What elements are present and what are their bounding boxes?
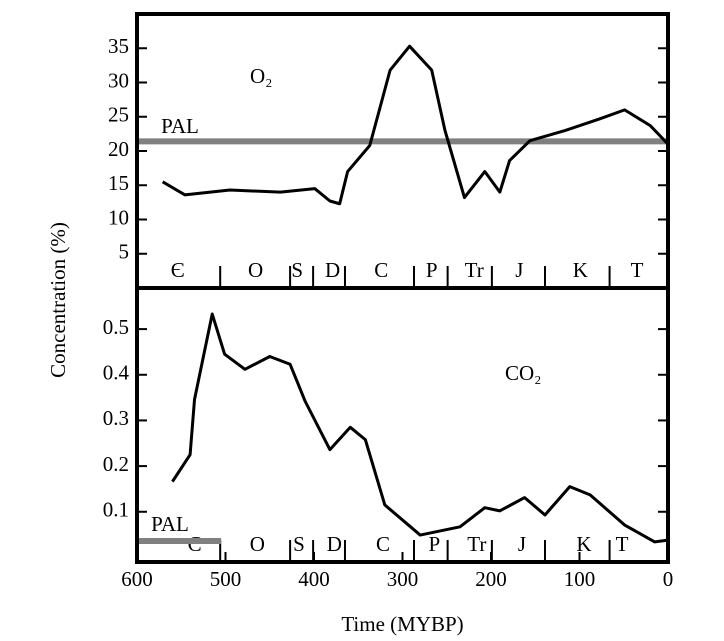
series-label: O₂ (250, 64, 273, 88)
period-label: O (248, 258, 263, 282)
x-tick-label: 0 (663, 567, 674, 591)
y-tick-label: 0.5 (103, 315, 129, 339)
x-tick-label: 100 (564, 567, 596, 591)
period-label: T (631, 258, 644, 282)
y-tick-label: 0.4 (103, 361, 130, 385)
period-label: S (293, 532, 305, 556)
y-tick-label: 35 (108, 34, 129, 58)
period-label: J (515, 258, 523, 282)
period-label: J (518, 532, 526, 556)
y-tick-label: 15 (108, 171, 129, 195)
x-tick-label: 600 (121, 567, 153, 591)
x-axis-label: Time (MYBP) (341, 612, 463, 636)
series-label: CO₂ (505, 361, 542, 385)
y-tick-label: 5 (119, 240, 130, 264)
period-label: C (376, 532, 390, 556)
period-label: P (429, 532, 441, 556)
reference-label: PAL (161, 114, 199, 138)
y-tick-label: 0.1 (103, 498, 129, 522)
period-label: O (250, 532, 265, 556)
data-line (161, 44, 670, 206)
period-label: Tr (467, 532, 486, 556)
period-label: K (573, 258, 588, 282)
y-tick-label: 10 (108, 205, 129, 229)
period-label: Tr (465, 258, 484, 282)
period-label: K (576, 532, 591, 556)
x-tick-label: 300 (387, 567, 419, 591)
x-tick-label: 400 (298, 567, 330, 591)
period-label: Є (171, 258, 185, 282)
panel-frame (135, 286, 670, 564)
reference-label: PAL (151, 512, 189, 536)
y-tick-label: 25 (108, 103, 129, 127)
period-label: S (291, 258, 303, 282)
y-tick-label: 0.3 (103, 406, 129, 430)
period-label: D (327, 532, 342, 556)
y-axis-label: Concentration (%) (46, 222, 70, 378)
x-tick-label: 200 (475, 567, 507, 591)
data-line (171, 312, 669, 544)
x-tick-label: 500 (210, 567, 242, 591)
y-tick-label: 30 (108, 68, 129, 92)
period-label: P (426, 258, 438, 282)
period-label: C (374, 258, 388, 282)
period-label: T (616, 532, 629, 556)
y-tick-label: 0.2 (103, 452, 129, 476)
period-label: D (325, 258, 340, 282)
y-tick-label: 20 (108, 137, 129, 161)
